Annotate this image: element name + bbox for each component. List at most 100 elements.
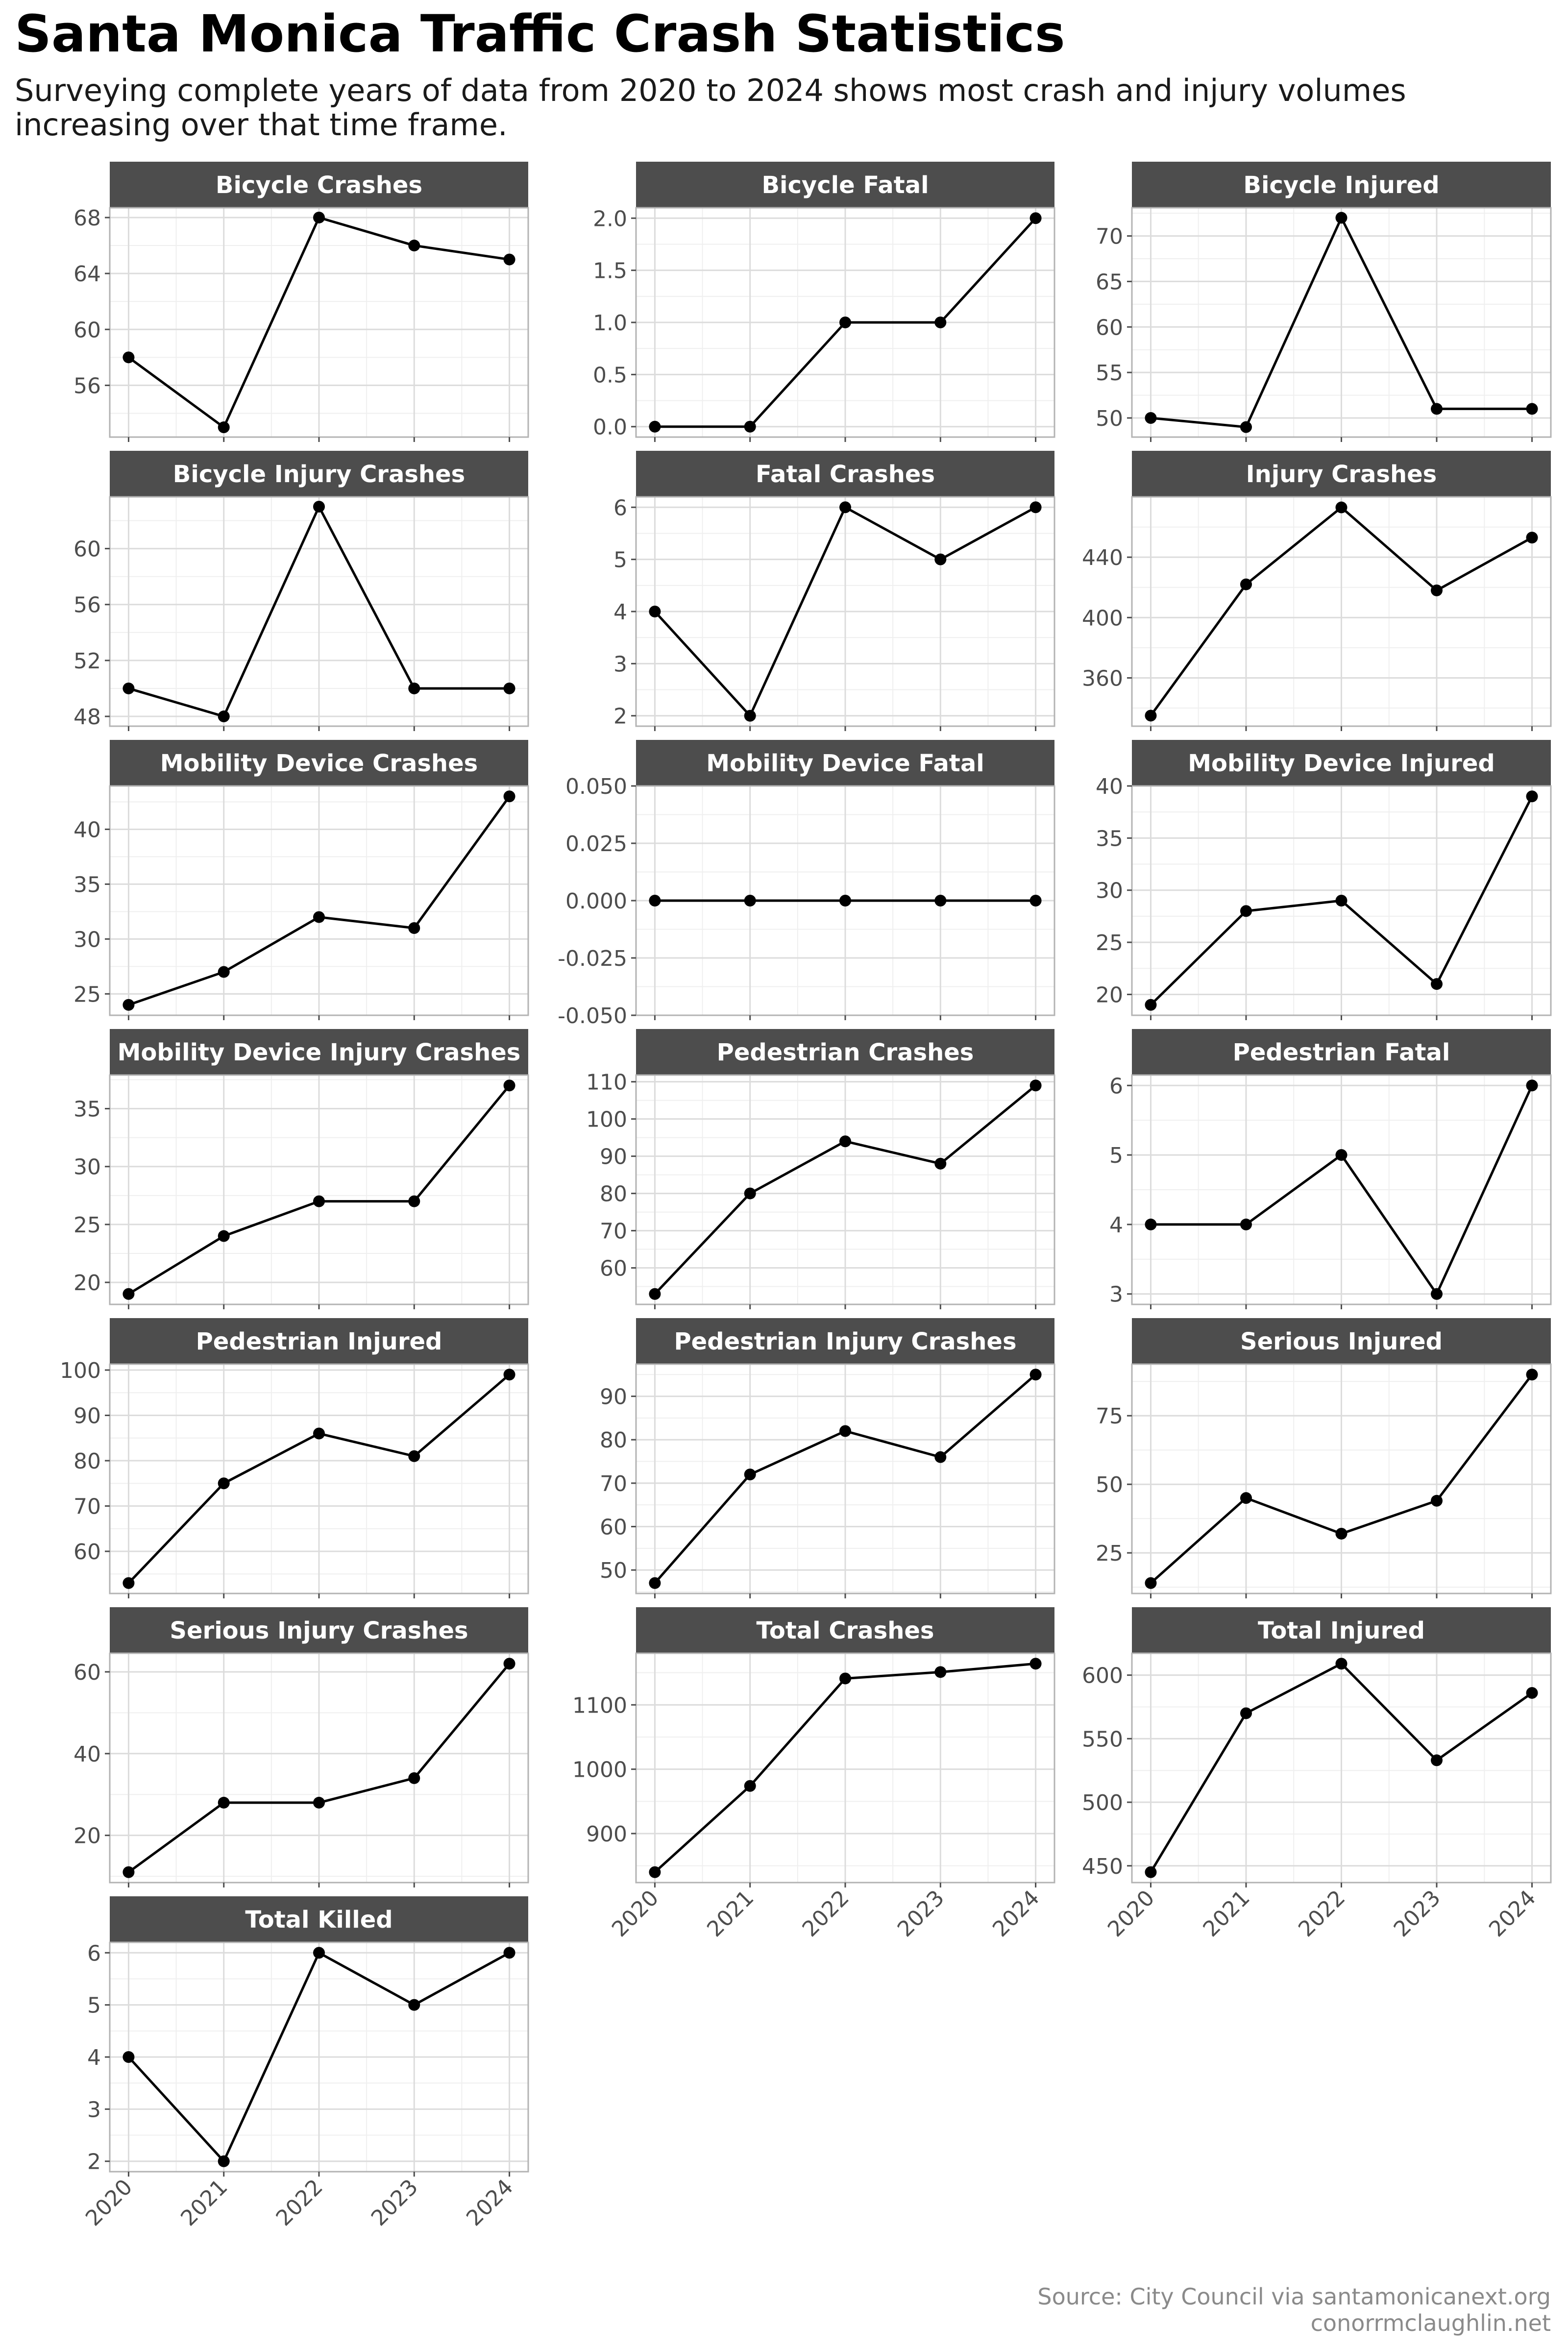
data-point	[1431, 403, 1443, 415]
y-tick-label: 50	[600, 1558, 627, 1583]
y-tick-label: 3	[1109, 1282, 1123, 1307]
data-point	[122, 2051, 135, 2063]
y-tick-label: 5	[87, 1993, 101, 2018]
y-tick-label: 48	[74, 705, 101, 730]
facet-panel: Mobility Device Injured 20 25 30 35 40	[1096, 740, 1552, 1020]
data-point	[744, 1187, 756, 1200]
data-point	[839, 317, 851, 328]
y-tick-label: 4	[1109, 1213, 1123, 1238]
y-tick-label: 25	[74, 982, 101, 1007]
data-point	[1145, 710, 1157, 722]
facet-title: Pedestrian Fatal	[1233, 1039, 1450, 1066]
facet-strip	[110, 1029, 528, 1075]
data-point	[649, 1866, 661, 1878]
data-point	[1526, 403, 1538, 415]
facet-title: Mobility Device Injured	[1188, 750, 1495, 777]
data-point	[1145, 1577, 1157, 1589]
data-point	[313, 1796, 325, 1809]
data-point	[934, 317, 947, 328]
page-subtitle: Surveying complete years of data from 20…	[15, 73, 1406, 143]
y-tick-label: 1.0	[593, 311, 627, 336]
y-tick-label: 20	[74, 1824, 101, 1849]
data-point	[649, 606, 661, 617]
x-tick-label: 2023	[893, 1886, 949, 1942]
y-tick-label: 2	[613, 704, 627, 729]
y-tick-label: 6	[613, 495, 627, 520]
data-point	[1240, 578, 1252, 590]
x-tick-label: 2024	[988, 1886, 1044, 1942]
data-point	[503, 253, 515, 266]
y-tick-label: 60	[1096, 315, 1123, 340]
y-tick-label: -0.025	[558, 946, 627, 971]
caption-site: conorrmclaughlin.net	[1310, 2310, 1551, 2336]
facet-panel: Serious Injury Crashes 20 40 60	[74, 1607, 529, 1887]
data-point	[744, 1780, 756, 1792]
x-tick-label: 2020	[1103, 1886, 1159, 1942]
data-point	[744, 1469, 756, 1481]
y-tick-label: 35	[1096, 826, 1123, 851]
data-point	[1526, 1369, 1538, 1381]
y-tick-label: 70	[74, 1494, 101, 1519]
caption: Source: City Council via santamonicanext…	[1037, 2283, 1551, 2336]
data-point	[408, 682, 420, 694]
data-point	[313, 500, 325, 513]
data-point	[1145, 999, 1157, 1011]
y-tick-label: 60	[74, 537, 101, 562]
x-tick-label: 2022	[1294, 1886, 1350, 1942]
y-tick-label: 50	[1096, 1472, 1123, 1497]
y-tick-label: 4	[87, 2045, 101, 2070]
y-tick-label: 60	[600, 1515, 627, 1540]
page-title: Santa Monica Traffic Crash Statistics	[15, 4, 1065, 64]
data-point	[503, 682, 515, 694]
data-point	[313, 1195, 325, 1207]
data-point	[839, 1425, 851, 1437]
y-tick-label: 0.5	[593, 363, 627, 388]
data-point	[122, 1866, 135, 1878]
y-tick-label: 360	[1082, 666, 1123, 691]
data-point	[218, 2155, 230, 2167]
x-tick-label: 2023	[367, 2175, 423, 2231]
y-tick-label: 55	[1096, 361, 1123, 386]
x-tick-label: 2023	[1389, 1886, 1446, 1942]
facet-title: Total Injured	[1258, 1617, 1425, 1644]
y-tick-label: 25	[1096, 1541, 1123, 1566]
y-tick-label: 68	[74, 206, 101, 231]
data-point	[503, 790, 515, 803]
facet-panel: Pedestrian Fatal 3 4 5 6	[1109, 1029, 1552, 1309]
y-tick-label: 56	[74, 593, 101, 618]
data-point	[1240, 905, 1252, 917]
data-point	[1240, 1218, 1252, 1230]
y-tick-label: 70	[600, 1219, 627, 1244]
data-point	[1431, 1288, 1443, 1300]
y-tick-label: 65	[1096, 270, 1123, 294]
data-point	[1240, 1492, 1252, 1504]
y-tick-label: 3	[613, 652, 627, 677]
facet-panel: Total Crashes 900 1000 1100 2020 2021 2022 2023…	[572, 1607, 1055, 1942]
data-point	[839, 895, 851, 906]
data-point	[1240, 421, 1252, 433]
facet-title: Pedestrian Injury Crashes	[674, 1328, 1016, 1355]
data-point	[1029, 1079, 1042, 1092]
facet-panel: Injury Crashes 360 400 440	[1082, 451, 1552, 731]
facet-strip	[110, 162, 528, 208]
data-point	[313, 1427, 325, 1440]
facet-strip	[1132, 162, 1551, 208]
facet-strip	[1132, 1029, 1551, 1075]
y-tick-label: 6	[1109, 1074, 1123, 1099]
facet-panel: Mobility Device Injury Crashes 20 25 30 35	[74, 1029, 529, 1309]
facet-title: Bicycle Fatal	[761, 172, 929, 199]
y-tick-label: 110	[586, 1070, 627, 1095]
facet-strip	[110, 1318, 528, 1364]
facet-title: Bicycle Crashes	[216, 172, 422, 199]
data-point	[1240, 1707, 1252, 1719]
data-point	[934, 1157, 947, 1170]
y-tick-label: 64	[74, 262, 101, 287]
data-point	[744, 420, 756, 433]
y-tick-label: 0.050	[565, 774, 627, 799]
data-point	[649, 1288, 661, 1300]
data-point	[649, 420, 661, 433]
y-tick-label: 70	[600, 1471, 627, 1496]
facet-panel: Mobility Device Fatal -0.050 -0.025 0.000 0.…	[558, 740, 1055, 1029]
data-point	[313, 911, 325, 923]
y-tick-label: 60	[74, 1540, 101, 1565]
